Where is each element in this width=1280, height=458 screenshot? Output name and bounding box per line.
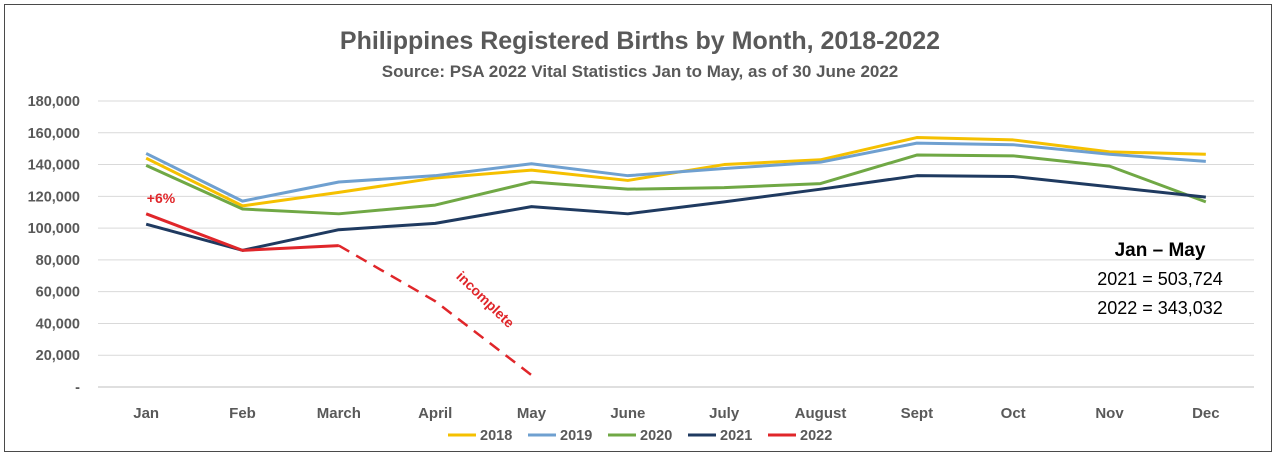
x-tick-label: June [610, 405, 645, 422]
legend-label-2020: 2020 [640, 428, 672, 444]
gridlines [98, 100, 1254, 388]
legend: 2018 2019 2020 2021 2022 [448, 428, 832, 444]
summary-2021: 2021 = 503,724 [1097, 269, 1223, 289]
x-tick-label: Nov [1095, 405, 1124, 422]
y-tick-label: 40,000 [36, 316, 80, 332]
x-tick-label: Feb [229, 405, 256, 422]
summary-2022: 2022 = 343,032 [1097, 298, 1223, 318]
y-tick-label: 160,000 [28, 126, 80, 142]
series-line-2021 [145, 174, 1206, 252]
series-lines [145, 136, 1207, 377]
y-tick-label: 180,000 [28, 94, 80, 110]
legend-label-2018: 2018 [480, 428, 512, 444]
legend-label-2022: 2022 [800, 428, 832, 444]
y-tick-label: - [75, 380, 80, 396]
x-tick-label: Oct [1001, 405, 1026, 422]
y-tick-label: 100,000 [28, 221, 80, 237]
x-tick-label: August [795, 405, 847, 422]
y-tick-label: 60,000 [36, 285, 80, 301]
x-tick-label: Sept [901, 405, 934, 422]
series-line-2019 [145, 141, 1206, 203]
series-line-2020 [145, 153, 1207, 216]
y-tick-label: 80,000 [36, 253, 80, 269]
x-tick-label: July [709, 405, 740, 422]
x-tick-label: Dec [1192, 405, 1220, 422]
summary-heading: Jan – May [1115, 240, 1206, 261]
x-tick-label: March [317, 405, 361, 422]
chart-subtitle: Source: PSA 2022 Vital Statistics Jan to… [382, 62, 899, 81]
x-tick-label: April [418, 405, 452, 422]
x-tick-label: May [517, 405, 547, 422]
y-tick-label: 140,000 [28, 158, 80, 174]
y-tick-label: 20,000 [36, 348, 80, 364]
y-axis-ticks: - 20,000 40,000 60,000 80,000 100,000 120,000 1… [28, 94, 81, 396]
summary-box: Jan – May 2021 = 503,724 2022 = 343,032 [1097, 240, 1223, 318]
x-axis-ticks: Jan Feb March April May June July August Sept Oct… [133, 405, 1219, 422]
legend-label-2019: 2019 [560, 428, 592, 444]
series-line-2022-incomplete [338, 244, 533, 377]
series-line-2022 [145, 212, 339, 252]
growth-annotation: +6% [147, 190, 176, 206]
chart-title: Philippines Registered Births by Month, … [340, 27, 940, 55]
x-tick-label: Jan [133, 405, 159, 422]
y-tick-label: 120,000 [28, 189, 80, 205]
legend-label-2021: 2021 [720, 428, 752, 444]
